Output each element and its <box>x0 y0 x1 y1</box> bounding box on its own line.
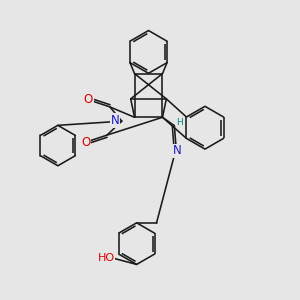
Text: N: N <box>173 144 182 158</box>
Text: O: O <box>81 136 90 149</box>
Text: H: H <box>176 118 183 127</box>
Text: N: N <box>111 114 120 127</box>
Text: HO: HO <box>98 253 115 263</box>
Text: O: O <box>84 93 93 106</box>
